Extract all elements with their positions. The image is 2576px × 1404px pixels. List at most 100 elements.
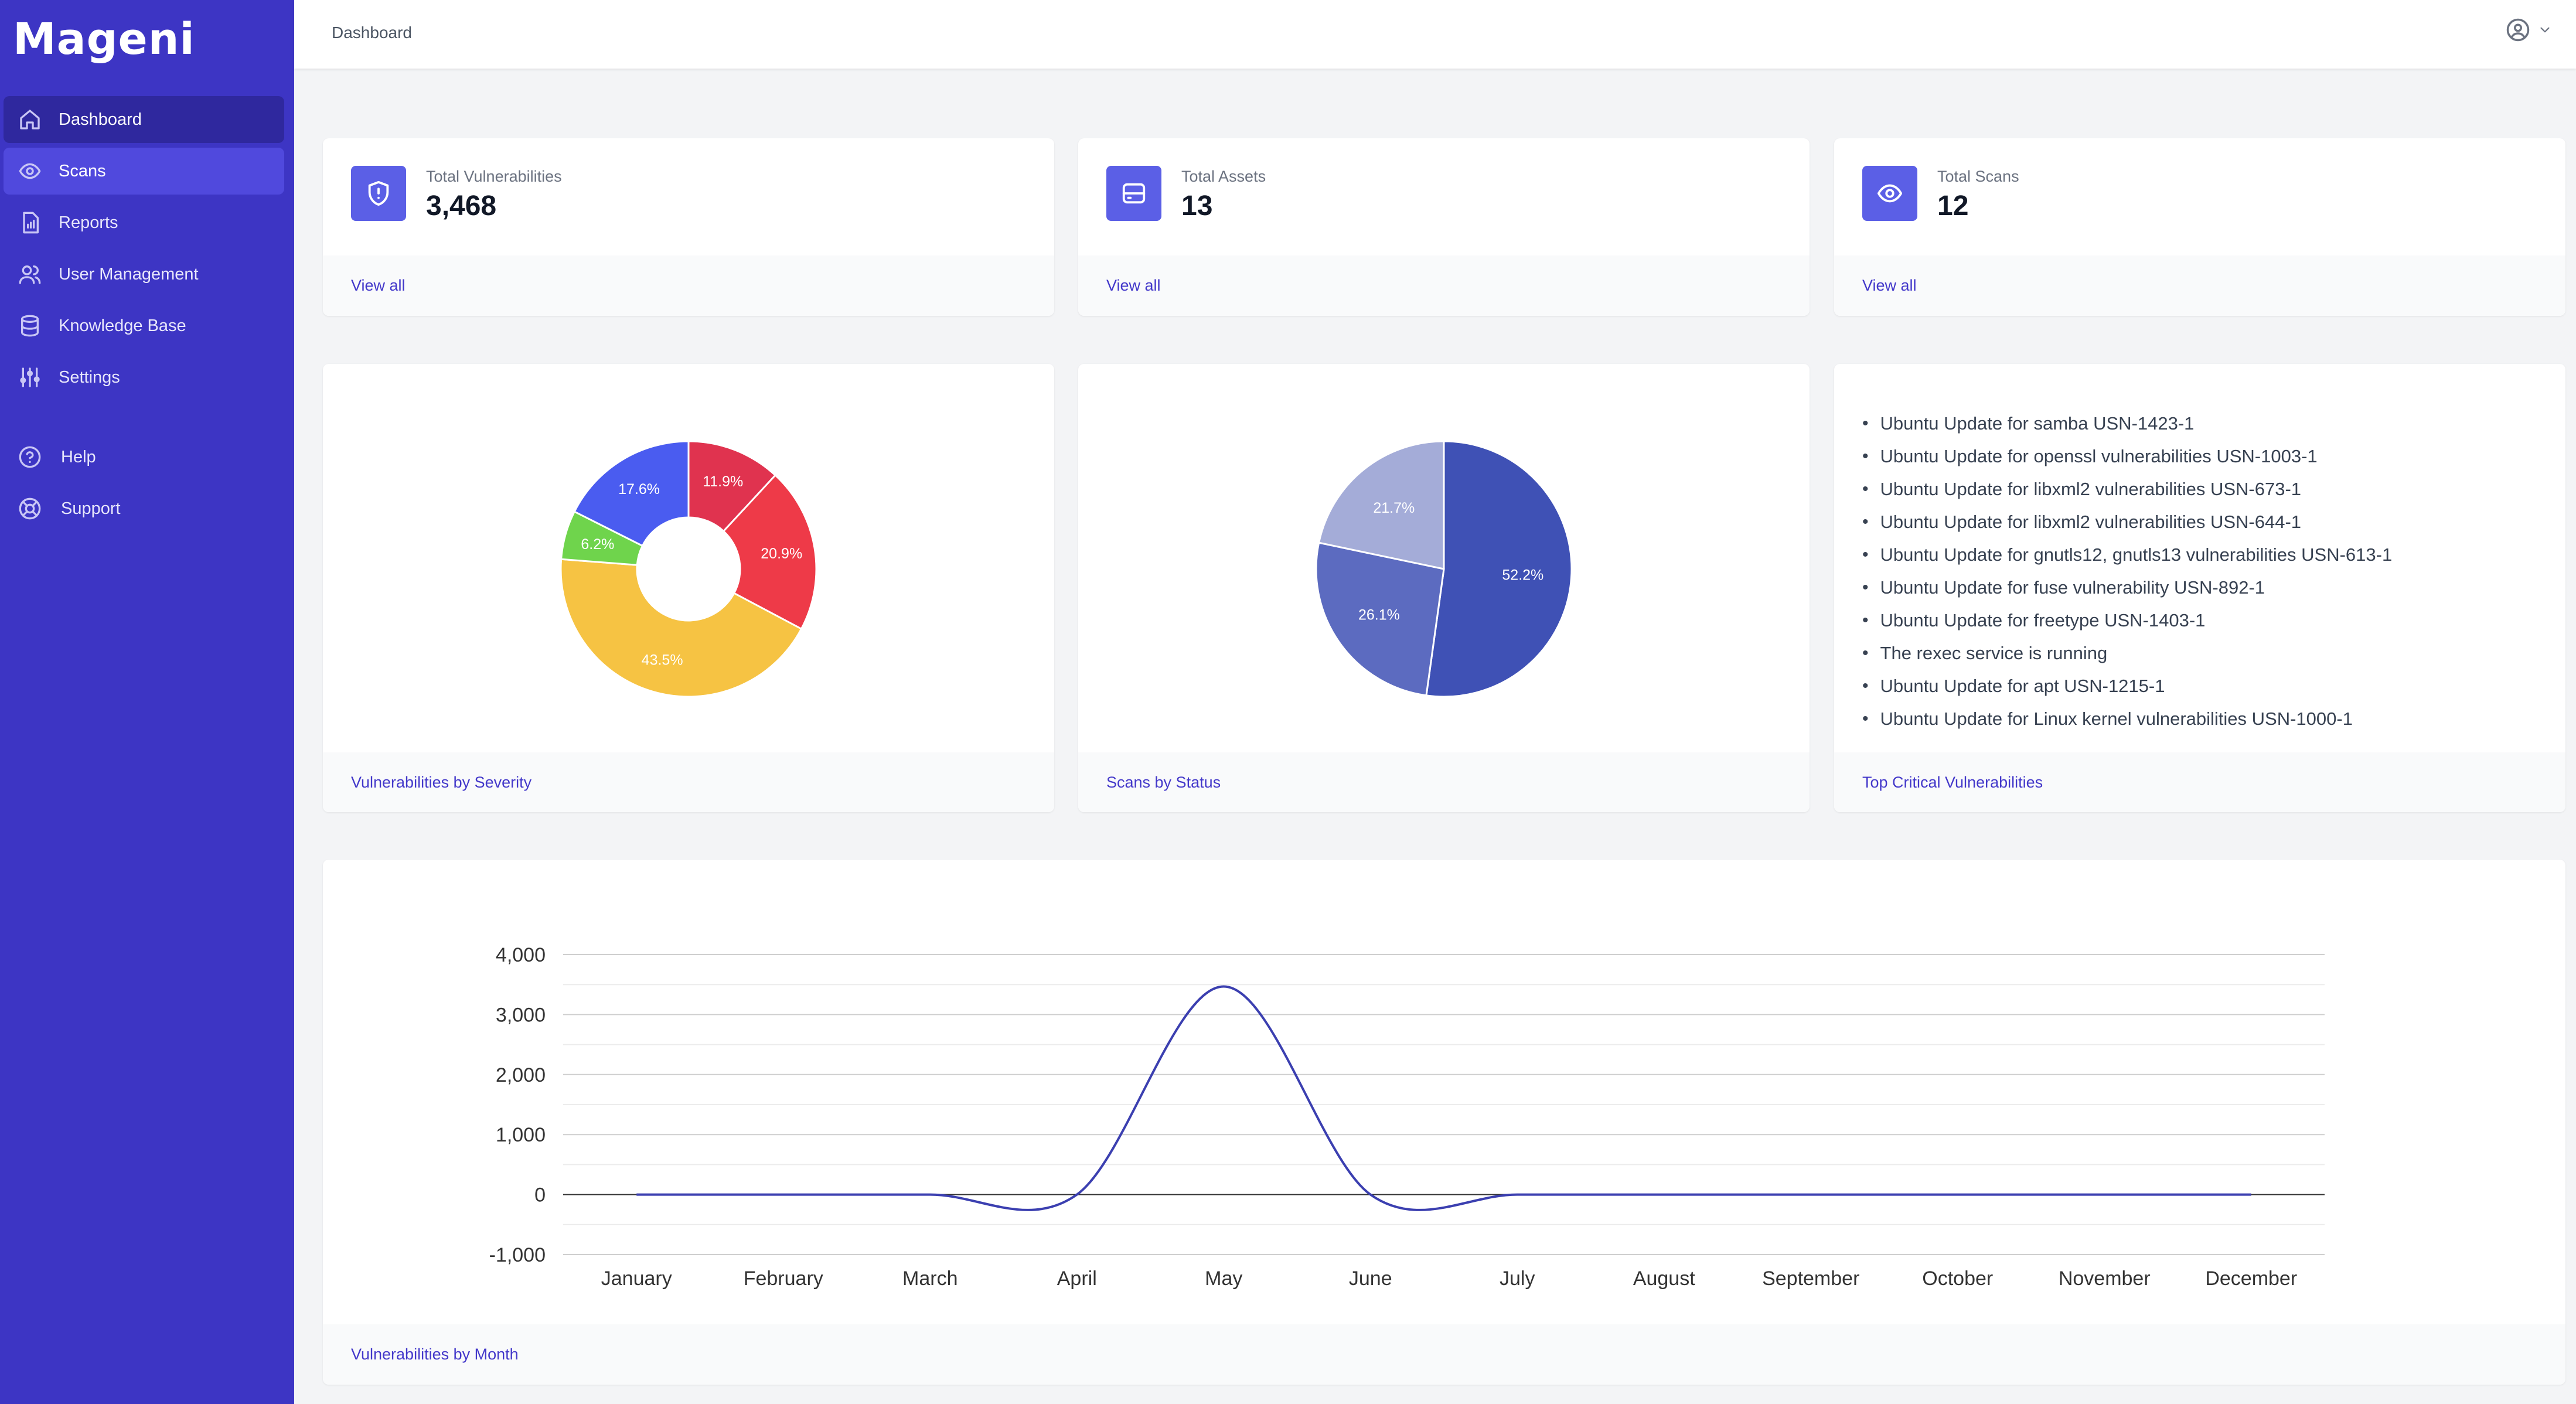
slice-label: 20.9% bbox=[761, 546, 802, 562]
stat-card-vulnerabilities: Total Vulnerabilities 3,468 View all bbox=[323, 138, 1054, 316]
stat-label: Total Assets bbox=[1181, 168, 1266, 185]
stat-label: Total Vulnerabilities bbox=[426, 168, 562, 185]
list-item: Ubuntu Update for samba USN-1423-1 bbox=[1862, 407, 2392, 440]
user-circle-icon bbox=[2506, 18, 2530, 42]
eye-icon bbox=[1862, 166, 1917, 221]
app-logo: Mageni bbox=[13, 14, 195, 64]
list-item: Ubuntu Update for libxml2 vulnerabilitie… bbox=[1862, 506, 2392, 539]
view-all-link[interactable]: View all bbox=[1834, 255, 2565, 316]
server-icon bbox=[1106, 166, 1161, 221]
slice-label: 11.9% bbox=[703, 473, 743, 490]
pie-slice[interactable] bbox=[1317, 440, 1445, 570]
list-item: Ubuntu Update for apt USN-1215-1 bbox=[1862, 670, 2392, 703]
sidebar-item-label: Scans bbox=[59, 161, 106, 180]
status-panel: 52.2% 26.1% 21.7% Scans by Status bbox=[1078, 364, 1810, 812]
list-item: The rexec service is running bbox=[1862, 637, 2392, 670]
sidebar-item-label: Dashboard bbox=[59, 110, 142, 129]
x-tick-label: February bbox=[744, 1267, 823, 1290]
sidebar-item-label: Help bbox=[61, 447, 96, 466]
stat-card-assets: Total Assets 13 View all bbox=[1078, 138, 1810, 316]
sidebar-item-help[interactable]: Help bbox=[4, 434, 284, 481]
stat-card-scans: Total Scans 12 View all bbox=[1834, 138, 2565, 316]
x-tick-label: June bbox=[1349, 1267, 1392, 1290]
x-tick-label: September bbox=[1762, 1267, 1859, 1290]
sidebar-item-dashboard[interactable]: Dashboard bbox=[4, 96, 284, 143]
severity-panel: 11.9% 20.9% 43.5% 6.2% 17.6% Vulnerabilities… bbox=[323, 364, 1054, 812]
y-tick-label: 3,000 bbox=[496, 1004, 546, 1026]
x-tick-label: April bbox=[1057, 1267, 1097, 1290]
lifebuoy-icon bbox=[16, 495, 43, 522]
sidebar-item-user-management[interactable]: User Management bbox=[4, 251, 284, 298]
users-icon bbox=[16, 261, 43, 288]
database-icon bbox=[16, 312, 43, 339]
report-icon bbox=[16, 209, 43, 236]
x-tick-label: May bbox=[1205, 1267, 1242, 1290]
list-item: Ubuntu Update for freetype USN-1403-1 bbox=[1862, 604, 2392, 637]
critical-panel: Ubuntu Update for samba USN-1423-1 Ubuntu… bbox=[1834, 364, 2565, 812]
sidebar-item-label: User Management bbox=[59, 264, 199, 284]
panel-title[interactable]: Vulnerabilities by Month bbox=[323, 1324, 2565, 1385]
pie-slice[interactable] bbox=[573, 440, 690, 547]
monthly-panel: 4,000 3,000 2,000 1,000 0 -1,000 January Februa… bbox=[323, 860, 2565, 1385]
y-tick-label: 2,000 bbox=[496, 1064, 546, 1086]
sidebar: Mageni Dashboard Scans Reports User Mana… bbox=[0, 0, 294, 1404]
y-tick-label: -1,000 bbox=[489, 1244, 546, 1266]
slice-label: 43.5% bbox=[642, 652, 683, 669]
breadcrumb: Dashboard bbox=[332, 23, 412, 42]
monthly-line-chart: 4,000 3,000 2,000 1,000 0 -1,000 January Februa… bbox=[489, 944, 2325, 1290]
stat-value: 3,468 bbox=[426, 190, 497, 221]
y-tick-label: 1,000 bbox=[496, 1124, 546, 1146]
panel-title[interactable]: Vulnerabilities by Severity bbox=[323, 752, 1054, 812]
shield-alert-icon bbox=[351, 166, 406, 221]
sidebar-item-scans[interactable]: Scans bbox=[4, 148, 284, 195]
x-tick-label: January bbox=[601, 1267, 672, 1290]
series-line bbox=[636, 985, 2251, 1211]
view-all-link[interactable]: View all bbox=[323, 255, 1054, 316]
top-bar: Dashboard bbox=[294, 0, 2576, 69]
stat-label: Total Scans bbox=[1937, 168, 2019, 185]
slice-label: 21.7% bbox=[1373, 500, 1415, 516]
pie-slice[interactable] bbox=[560, 558, 803, 698]
user-menu-button[interactable] bbox=[2506, 18, 2553, 42]
x-tick-label: August bbox=[1633, 1267, 1695, 1290]
sidebar-item-label: Support bbox=[61, 499, 121, 518]
list-item: Ubuntu Update for Linux kernel vulnerabi… bbox=[1862, 703, 2392, 735]
sidebar-item-label: Knowledge Base bbox=[59, 316, 186, 335]
sidebar-item-knowledge-base[interactable]: Knowledge Base bbox=[4, 302, 284, 349]
list-item: Ubuntu Update for fuse vulnerability USN… bbox=[1862, 571, 2392, 604]
x-tick-label: March bbox=[902, 1267, 958, 1290]
pie-slice[interactable] bbox=[1425, 440, 1573, 698]
sidebar-item-support[interactable]: Support bbox=[4, 485, 284, 532]
pie-slice[interactable] bbox=[722, 473, 817, 631]
sidebar-item-settings[interactable]: Settings bbox=[4, 354, 284, 401]
list-item: Ubuntu Update for gnutls12, gnutls13 vul… bbox=[1862, 539, 2393, 571]
y-tick-label: 0 bbox=[534, 1184, 546, 1207]
pie-slice[interactable] bbox=[687, 440, 777, 533]
slice-label: 52.2% bbox=[1502, 567, 1543, 583]
x-tick-label: December bbox=[2205, 1267, 2297, 1290]
help-circle-icon bbox=[16, 444, 43, 471]
stat-value: 12 bbox=[1937, 190, 1969, 221]
status-pie-chart: 52.2% 26.1% 21.7% bbox=[1315, 440, 1573, 698]
x-tick-label: July bbox=[1500, 1267, 1535, 1290]
sliders-icon bbox=[16, 364, 43, 391]
sidebar-item-reports[interactable]: Reports bbox=[4, 199, 284, 246]
sidebar-item-label: Settings bbox=[59, 367, 120, 387]
panel-title[interactable]: Top Critical Vulnerabilities bbox=[1834, 752, 2565, 812]
slice-label: 6.2% bbox=[581, 536, 614, 553]
critical-vulnerability-list: Ubuntu Update for samba USN-1423-1 Ubuntu… bbox=[1862, 407, 2393, 735]
y-tick-label: 4,000 bbox=[496, 944, 546, 966]
stat-value: 13 bbox=[1181, 190, 1213, 221]
list-item: Ubuntu Update for libxml2 vulnerabilitie… bbox=[1862, 473, 2392, 506]
pie-slice[interactable] bbox=[1315, 541, 1445, 697]
chevron-down-icon bbox=[2540, 27, 2550, 33]
x-tick-label: November bbox=[2059, 1267, 2151, 1290]
slice-label: 26.1% bbox=[1358, 607, 1400, 623]
home-icon bbox=[16, 106, 43, 133]
panel-title[interactable]: Scans by Status bbox=[1078, 752, 1810, 812]
view-all-link[interactable]: View all bbox=[1078, 255, 1810, 316]
slice-label: 17.6% bbox=[618, 481, 660, 497]
sidebar-item-label: Reports bbox=[59, 213, 118, 232]
eye-icon bbox=[16, 158, 43, 185]
x-tick-label: October bbox=[1922, 1267, 1993, 1290]
